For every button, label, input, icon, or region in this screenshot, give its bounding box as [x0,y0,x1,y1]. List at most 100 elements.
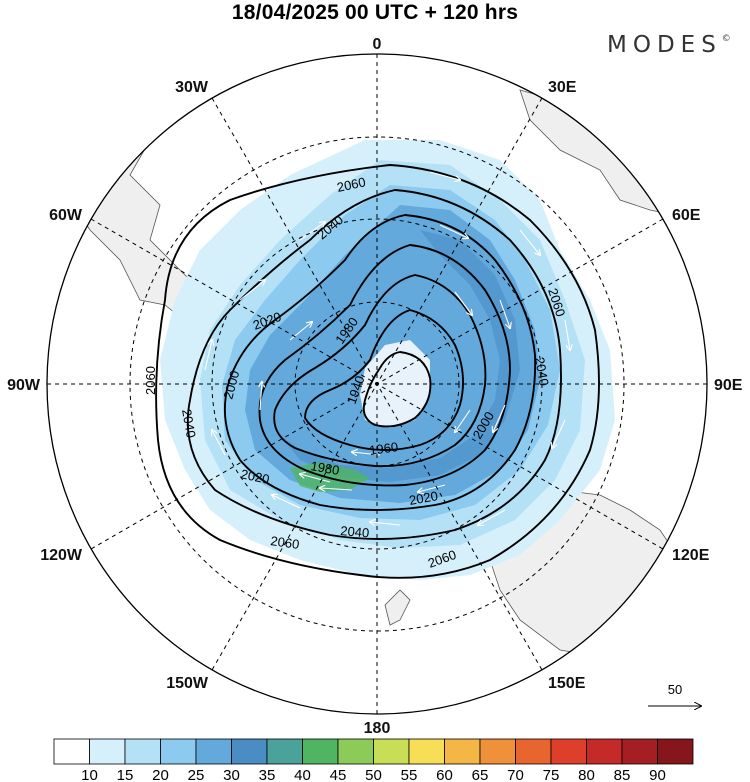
wind-vector-arrow [429,171,460,180]
colorbar-swatch [515,738,552,765]
contour-label-2040: 2040 [340,523,370,540]
colorbar-swatch [124,738,161,765]
contour-label-2060: 2060 [270,533,301,552]
wind-vector-arrow [300,474,331,483]
colorbar-label: 80 [578,767,595,782]
contour-label-2060: 2060 [143,366,158,395]
lon-label-150w: 150W [166,675,209,692]
colorbar-label: 40 [294,767,311,782]
colorbar-label: 35 [259,767,276,782]
wind-shade-45 [290,462,370,492]
wind-vector-arrow [352,452,381,455]
contour-label-2020: 2020 [239,466,270,487]
brand-name: MODES [607,32,722,58]
contour-1960 [304,309,464,451]
lon-label-60w: 60W [49,207,83,224]
lon-label-30e: 30E [548,79,577,96]
map-boundary [46,53,708,715]
colorbar-swatch [89,738,126,765]
colorbar-swatch [53,738,90,765]
wind-vector-arrow [320,488,353,490]
colorbar-label: 60 [436,767,453,782]
wind-vector-arrow [418,484,446,492]
wind-vector-arrow [239,280,265,301]
wind-vector-arrow [564,319,570,350]
colorbar-label: 30 [223,767,240,782]
colorbar-swatch [657,738,694,765]
lon-label-30w: 30W [175,79,209,96]
wind-vector-arrow [260,382,262,411]
map-title: 18/04/2025 00 UTC + 120 hrs [231,1,519,24]
wind-vector-arrow [478,509,506,525]
contour-label-2000: 2000 [220,369,242,401]
wind-vector-arrow [519,229,540,255]
meridian [90,218,664,550]
colorbar-label: 55 [401,767,418,782]
contour-2000 [258,244,511,487]
wind-vector-arrow [455,409,471,432]
contour-label-1980: 1980 [309,458,340,478]
colorbar-swatch [160,738,197,765]
lon-label-120e: 120E [672,547,710,564]
colorbar-swatch [337,738,374,765]
colorbar-label: 25 [188,767,205,782]
colorbar-label: 85 [614,767,631,782]
lon-label-90w: 90W [7,377,41,394]
land-africa [519,89,707,221]
land-new-zealand [384,589,411,626]
wind-vector-arrow [439,224,468,238]
contour-2040 [186,189,562,540]
contour-label-2040: 2040 [179,408,199,439]
wind-vector-arrow [454,291,472,315]
colorbar-label: 45 [330,767,347,782]
colorbar-swatch [444,738,481,765]
brand-logo: MODES© [607,32,731,58]
contour-2020 [223,214,537,511]
lon-label-0: 0 [373,36,382,53]
lon-label-60e: 60E [672,207,701,224]
colorbar-label: 70 [507,767,524,782]
colorbar-label: 50 [365,767,382,782]
colorbar-swatch [266,738,303,765]
wind-vector-arrow [204,340,212,371]
colorbar-swatch [195,738,232,765]
colorbar-label: 65 [472,767,489,782]
wind-vector-arrow [370,522,401,525]
reference-vector-label: 50 [668,682,682,697]
colorbar-swatch [550,738,587,765]
wind-vector-arrow [493,404,506,432]
contour-1940 [362,351,432,428]
contour-2060 [155,164,600,579]
colorbar-label: 10 [81,767,98,782]
contour-label-1960: 1960 [368,439,399,458]
brand-mark: © [721,34,731,44]
wind-vector-arrow [299,222,325,241]
contour-label-2060: 2060 [336,174,367,195]
colorbar: 10 15 20 25 30 35 40 45 50 55 60 65 70 75 80 85 90 [53,738,694,782]
lon-label-180: 180 [364,720,391,737]
wind-vector-arrow [289,322,312,341]
wind-shade-35 [280,230,520,482]
colorbar-label: 15 [117,767,134,782]
lon-label-150e: 150E [548,675,586,692]
contour-1980 [273,274,487,468]
latitude-circle [211,218,543,550]
colorbar-swatch [586,738,623,765]
lon-label-90e: 90E [714,377,743,394]
contour-label-2040: 2040 [532,356,552,387]
colorbar-label: 75 [543,767,560,782]
colorbar-swatch [373,738,410,765]
longitude-labels: 0 30E 60E 90E 120E 150E 180 150W 120W 90… [7,36,743,737]
reference-vector: 50 [648,682,701,706]
geopotential-contours [155,164,600,579]
wind-vector-arrow [272,495,301,509]
lon-label-120w: 120W [40,547,83,564]
wind-vectors [204,171,570,525]
colorbar-swatch [408,738,445,765]
colorbar-swatch [479,738,516,765]
colorbar-label: 90 [649,767,666,782]
contour-label-2020: 2020 [408,488,439,508]
colorbar-swatch [231,738,268,765]
wind-vector-arrow [552,419,566,448]
